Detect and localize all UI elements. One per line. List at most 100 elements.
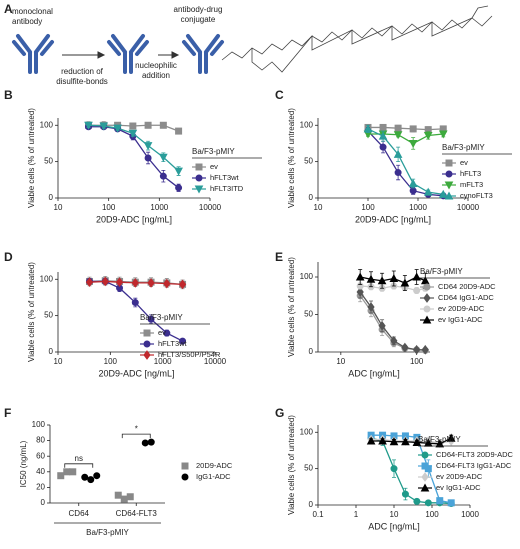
y-tick-label: 60 xyxy=(36,451,45,460)
data-point xyxy=(393,149,403,158)
data-point xyxy=(401,437,410,446)
y-tick-label: 100 xyxy=(32,420,46,429)
data-point xyxy=(389,273,399,282)
y-tick-label: 50 xyxy=(304,464,313,473)
data-point xyxy=(394,169,402,177)
significance-label: ns xyxy=(75,454,83,463)
y-tick-label: 0 xyxy=(41,498,46,507)
scheme: A monoclonal antibody reduction of disul… xyxy=(4,2,493,86)
legend-label: ev 20D9-ADC xyxy=(438,304,485,313)
panel-label: E xyxy=(275,250,283,264)
data-point xyxy=(115,277,124,288)
data-point xyxy=(367,302,375,312)
panel-label: C xyxy=(275,88,284,102)
data-point xyxy=(159,121,167,129)
legend-label: 20D9-ADC xyxy=(196,461,233,470)
scheme-label: conjugate xyxy=(181,15,216,24)
x-tick-label: 100 xyxy=(361,203,375,212)
data-point xyxy=(413,287,421,294)
y-axis-label: Viable cells (% of untreated) xyxy=(287,257,296,357)
x-axis-label: 20D9-ADC [ng/mL] xyxy=(355,214,431,224)
scheme-label: addition xyxy=(142,71,170,80)
significance-label: * xyxy=(135,424,138,433)
legend-label: ev 20D9-ADC xyxy=(436,472,483,481)
x-tick-label: CD64-FLT3 xyxy=(116,509,158,518)
data-point xyxy=(390,335,398,346)
data-point xyxy=(63,468,71,476)
y-tick-label: 0 xyxy=(309,347,314,356)
y-tick-label: 20 xyxy=(36,483,45,492)
legend-label: ev xyxy=(210,162,218,171)
data-point xyxy=(143,142,153,151)
panel-label: A xyxy=(4,2,13,16)
x-tick-label: 0.1 xyxy=(312,510,324,519)
data-point xyxy=(84,121,93,130)
data-point xyxy=(163,278,171,289)
y-tick-label: 50 xyxy=(304,157,313,166)
data-point xyxy=(159,153,168,162)
data-point xyxy=(379,123,387,131)
legend-label: hFLT3ITD xyxy=(210,184,244,193)
data-point xyxy=(356,287,364,297)
data-point xyxy=(147,315,155,323)
y-tick-label: 100 xyxy=(300,427,314,436)
data-point xyxy=(93,472,101,480)
x-tick-label: 10 xyxy=(54,203,63,212)
data-point xyxy=(413,344,421,355)
y-tick-label: 0 xyxy=(49,347,54,356)
legend-marker xyxy=(422,315,432,324)
y-tick-label: 100 xyxy=(300,272,314,281)
legend-label: mFLT3 xyxy=(460,180,483,189)
legend-title: Ba/F3-pMIY xyxy=(420,267,463,276)
y-axis-label: Viable cells (% of untreated) xyxy=(27,108,36,208)
x-axis-label: 20D9-ADC [ng/mL] xyxy=(98,368,174,378)
data-point xyxy=(423,187,433,196)
legend-label: CD64-FLT3 IgG1-ADC xyxy=(436,461,512,470)
data-point xyxy=(69,468,77,476)
legend-marker xyxy=(143,329,151,337)
significance-bracket xyxy=(121,433,151,439)
legend-label: hFLT3wt xyxy=(210,173,240,182)
legend-label: hFLT3wt xyxy=(158,339,188,348)
x-tick-label: 1000 xyxy=(461,510,479,519)
data-point xyxy=(438,130,448,139)
data-point xyxy=(147,438,155,446)
data-point xyxy=(131,278,139,288)
data-point xyxy=(85,277,94,288)
scheme-label: reduction of xyxy=(61,67,104,76)
y-axis-label: Viable cells (% of untreated) xyxy=(287,415,296,515)
legend-label: CD64 20D9-ADC xyxy=(438,282,496,291)
x-tick-label: 10 xyxy=(314,203,323,212)
data-point xyxy=(113,124,122,133)
legend-label: cynoFLT3 xyxy=(460,191,493,200)
legend-marker xyxy=(181,462,189,470)
x-tick-label: 10000 xyxy=(204,357,227,366)
legend-title: Ba/F3-pMIY xyxy=(418,435,461,444)
x-axis-label: ADC [ng/mL] xyxy=(368,521,420,531)
data-point xyxy=(412,272,421,281)
x-axis-label: 20D9-ADC [ng/mL] xyxy=(96,214,172,224)
legend-label: IgG1-ADC xyxy=(196,472,231,481)
y-tick-label: 40 xyxy=(36,467,45,476)
data-point xyxy=(126,493,134,501)
y-axis-label: IC50 (ng/mL) xyxy=(19,440,28,487)
data-point xyxy=(378,320,386,331)
data-point xyxy=(101,276,109,287)
data-point xyxy=(147,278,155,288)
data-point xyxy=(446,433,456,442)
legend-marker xyxy=(423,293,431,303)
legend-marker xyxy=(421,462,429,470)
legend-title: Ba/F3-pMIY xyxy=(140,313,183,322)
legend-marker xyxy=(423,305,431,313)
data-point xyxy=(401,490,409,498)
series-line xyxy=(367,130,444,197)
data-point xyxy=(394,124,402,132)
data-point xyxy=(378,436,387,445)
legend-marker xyxy=(421,472,429,482)
data-point xyxy=(363,124,373,133)
legend-label: CD64-FLT3 20D9-ADC xyxy=(436,450,514,459)
data-point xyxy=(435,439,445,448)
scheme-label: monoclonal xyxy=(12,7,53,16)
data-point xyxy=(377,276,387,285)
